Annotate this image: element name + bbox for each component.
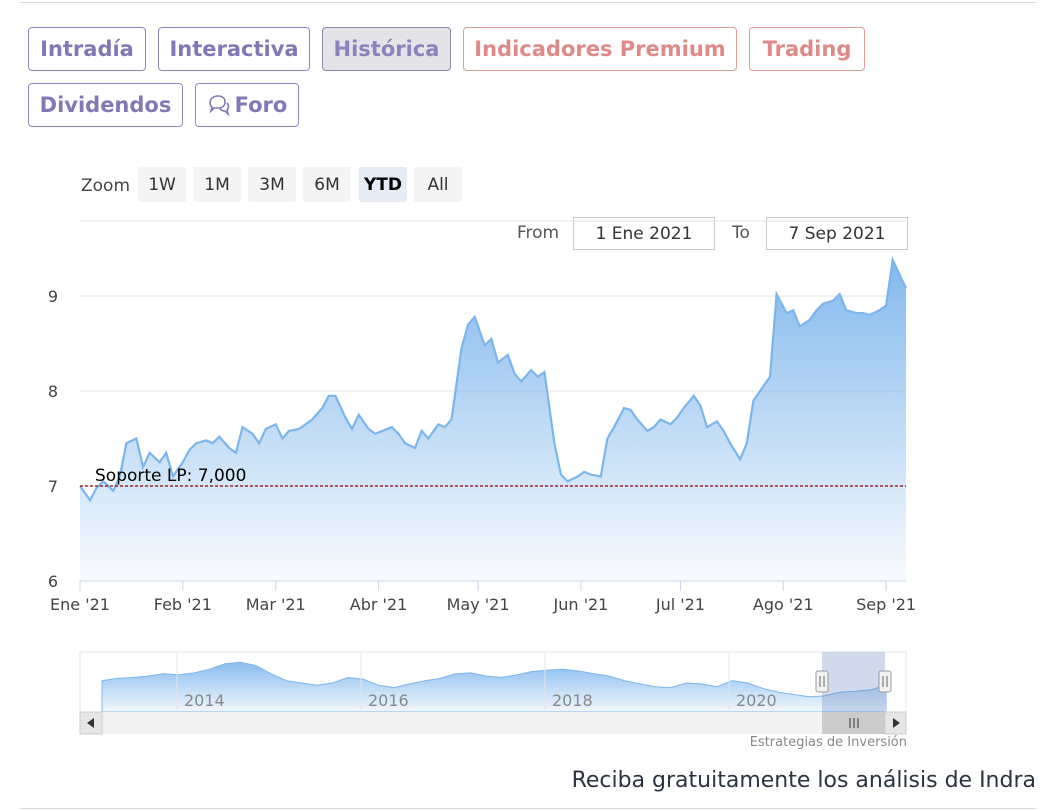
top-divider <box>20 2 1036 3</box>
arrow-right-icon <box>893 718 900 728</box>
y-tick-label: 6 <box>48 572 58 591</box>
tab-dividendos[interactable]: Dividendos <box>28 83 183 127</box>
y-tick-label: 7 <box>48 477 58 496</box>
zoom-6m-button[interactable]: 6M <box>303 167 351 202</box>
chart-credits[interactable]: Estrategias de Inversión <box>749 735 907 750</box>
from-label: From <box>517 223 560 243</box>
tab-label: Indicadores Premium <box>474 37 726 61</box>
zoom-1m-button[interactable]: 1M <box>193 167 241 202</box>
navigator-scrollbar-track[interactable] <box>80 712 906 734</box>
tab-historica[interactable]: Histórica <box>322 27 451 71</box>
zoom-ytd-button[interactable]: YTD <box>359 167 407 202</box>
x-tick-label: Ene '21 <box>50 595 110 614</box>
x-tick-label: Sep '21 <box>856 595 916 614</box>
navigator-year-label: 2014 <box>184 691 225 710</box>
tab-interactiva[interactable]: Interactiva <box>158 27 310 71</box>
navigator-year-label: 2020 <box>736 691 777 710</box>
tab-label: Foro <box>234 93 288 117</box>
navigator-year-label: 2018 <box>552 691 593 710</box>
zoom-label: Zoom <box>81 176 131 196</box>
speech-bubbles-icon <box>208 95 230 117</box>
tab-intradia[interactable]: Intradía <box>28 27 146 71</box>
to-label: To <box>732 223 750 243</box>
tab-label: Interactiva <box>169 37 299 61</box>
tab-trading[interactable]: Trading <box>749 27 865 71</box>
x-tick-label: Ago '21 <box>753 595 814 614</box>
promo-text: Reciba gratuitamente los análisis de Ind… <box>571 768 1036 793</box>
x-tick-label: Jul '21 <box>655 595 705 614</box>
tab-label: Intradía <box>40 37 134 61</box>
x-tick-label: Mar '21 <box>246 595 306 614</box>
scroll-left-button[interactable] <box>79 711 103 735</box>
y-tick-label: 9 <box>48 287 58 306</box>
tab-label: Dividendos <box>39 93 172 117</box>
support-label: Soporte LP: 7,000 <box>95 466 246 486</box>
zoom-all-button[interactable]: All <box>414 167 462 202</box>
x-tick-label: Feb '21 <box>154 595 212 614</box>
price-line <box>79 256 907 503</box>
to-date-input[interactable]: 7 Sep 2021 <box>766 217 908 250</box>
x-tick-label: Jun '21 <box>552 595 608 614</box>
bottom-divider <box>20 808 1036 809</box>
x-tick-label: Abr '21 <box>350 595 408 614</box>
zoom-1w-button[interactable]: 1W <box>138 167 186 202</box>
navigator-scrollbar-thumb[interactable] <box>822 712 885 734</box>
tab-indicadores-premium[interactable]: Indicadores Premium <box>463 27 737 71</box>
navigator-right-handle[interactable] <box>878 670 892 693</box>
scroll-right-button[interactable] <box>884 711 907 735</box>
price-area <box>80 259 906 581</box>
y-tick-label: 8 <box>48 382 58 401</box>
tab-label: Histórica <box>333 37 440 61</box>
from-date-input[interactable]: 1 Ene 2021 <box>573 217 715 250</box>
navigator-left-handle[interactable] <box>815 670 829 693</box>
tab-foro[interactable]: Foro <box>195 83 299 127</box>
navigator-year-label: 2016 <box>368 691 409 710</box>
tab-label: Trading <box>762 37 852 61</box>
zoom-3m-button[interactable]: 3M <box>248 167 296 202</box>
navigator-selection[interactable] <box>822 652 885 712</box>
x-tick-label: May '21 <box>447 595 510 614</box>
arrow-left-icon <box>87 718 94 728</box>
navigator-series <box>101 661 887 713</box>
